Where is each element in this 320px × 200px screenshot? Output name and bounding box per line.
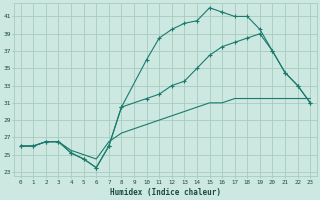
X-axis label: Humidex (Indice chaleur): Humidex (Indice chaleur) — [110, 188, 221, 197]
